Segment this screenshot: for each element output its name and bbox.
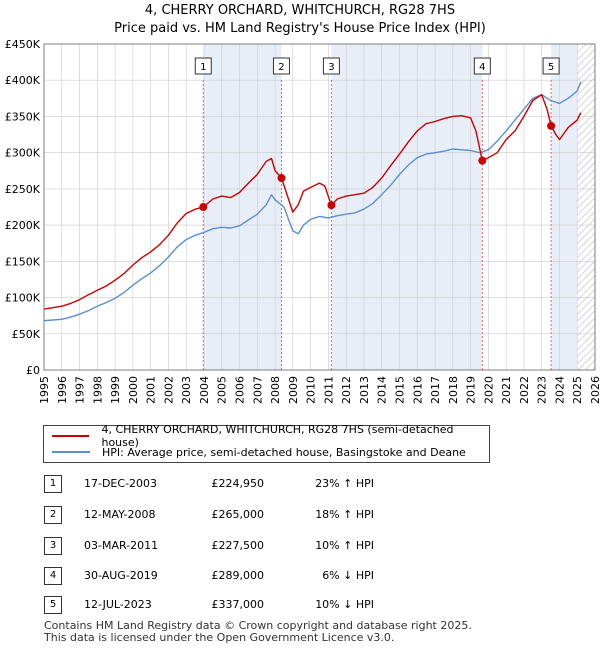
y-tick-label: £450K — [5, 38, 41, 51]
x-tick-label: 2010 — [305, 376, 318, 404]
transaction-number: 3 — [44, 537, 62, 555]
x-tick-label: 2002 — [162, 376, 175, 404]
transaction-number: 1 — [44, 475, 62, 493]
transaction-number: 4 — [44, 567, 62, 585]
sale-point-5 — [547, 121, 556, 130]
marker-box-3 — [322, 57, 340, 75]
transaction-date: 17-DEC-2003 — [84, 477, 158, 490]
sale-point-2 — [277, 174, 286, 183]
plot-background — [44, 44, 595, 370]
x-tick-label: 2021 — [500, 376, 513, 404]
sale-point-3 — [327, 201, 336, 210]
transaction-hpi: 10% ↓ HPI — [315, 598, 374, 611]
marker-box-2 — [272, 57, 290, 75]
legend-item-hpi: HPI: Average price, semi-detached house,… — [52, 444, 466, 460]
x-tick-label: 2006 — [234, 376, 247, 404]
x-tick-label: 1999 — [109, 376, 122, 404]
x-tick-label: 2018 — [447, 376, 460, 404]
footer-copyright: Contains HM Land Registry data © Crown c… — [44, 619, 472, 632]
marker-label-2: 2 — [278, 62, 284, 73]
legend-swatch-hpi — [52, 451, 90, 453]
x-tick-label: 2019 — [465, 376, 478, 404]
transaction-number: 2 — [44, 506, 62, 524]
transaction-price: £337,000 — [211, 598, 265, 611]
x-tick-label: 2014 — [376, 376, 389, 404]
marker-label-5: 5 — [548, 62, 554, 73]
transaction-date: 12-JUL-2023 — [84, 598, 152, 611]
x-tick-label: 2009 — [287, 376, 300, 404]
transaction-hpi: 6% ↓ HPI — [322, 569, 374, 582]
x-tick-label: 1995 — [38, 376, 51, 404]
transaction-hpi: 10% ↑ HPI — [315, 539, 374, 552]
transaction-hpi: 23% ↑ HPI — [315, 477, 374, 490]
title-line-1: 4, CHERRY ORCHARD, WHITCHURCH, RG28 7HS — [144, 3, 456, 18]
shaded-period — [331, 44, 483, 370]
sale-point-1 — [199, 203, 208, 212]
transaction-price: £227,500 — [211, 539, 265, 552]
x-tick-label: 2022 — [518, 376, 531, 404]
marker-label-3: 3 — [328, 62, 334, 73]
x-tick-label: 2005 — [216, 376, 229, 404]
y-tick-label: £0 — [26, 364, 40, 377]
sale-point-4 — [478, 156, 487, 165]
legend-swatch-property — [52, 435, 90, 437]
x-tick-label: 2012 — [340, 376, 353, 404]
transaction-date: 03-MAR-2011 — [84, 539, 159, 552]
transaction-hpi: 18% ↑ HPI — [315, 508, 374, 521]
transaction-price: £289,000 — [211, 569, 265, 582]
legend-item-property: 4, CHERRY ORCHARD, WHITCHURCH, RG28 7HS … — [52, 423, 489, 449]
price-chart: 1 2 3 4 5 £0 £50K £100K £150K £200K £250K £300K £35… — [5, 38, 600, 404]
marker-box-4 — [473, 57, 491, 75]
marker-box-1 — [194, 57, 212, 75]
legend-label-property: 4, CHERRY ORCHARD, WHITCHURCH, RG28 7HS … — [101, 423, 454, 449]
x-tick-label: 2020 — [482, 376, 495, 404]
shaded-period — [203, 44, 282, 370]
x-tick-label: 2013 — [358, 376, 371, 404]
x-tick-label: 2025 — [571, 376, 584, 404]
x-tick-label: 2008 — [269, 376, 282, 404]
legend: 4, CHERRY ORCHARD, WHITCHURCH, RG28 7HS … — [43, 423, 490, 463]
title-line-2: Price paid vs. HM Land Registry's House … — [114, 21, 486, 36]
plot-frame — [43, 43, 596, 371]
y-tick-label: £350K — [5, 110, 41, 123]
x-tick-label: 2004 — [198, 376, 211, 404]
y-tick-label: £400K — [5, 74, 41, 87]
y-tick-label: £100K — [5, 292, 41, 305]
x-tick-label: 2015 — [393, 376, 406, 404]
y-tick-label: £200K — [5, 219, 41, 232]
chart-title: 4, CHERRY ORCHARD, WHITCHURCH, RG28 7HS … — [0, 2, 600, 38]
x-tick-label: 2000 — [127, 376, 140, 404]
transaction-price: £265,000 — [211, 508, 265, 521]
footer: Contains HM Land Registry data © Crown c… — [44, 620, 472, 644]
y-tick-label: £250K — [5, 183, 41, 196]
x-tick-label: 2016 — [411, 376, 424, 404]
x-tick-label: 2023 — [536, 376, 549, 404]
x-tick-label: 1997 — [74, 376, 87, 404]
x-tick-label: 2007 — [251, 376, 264, 404]
marker-label-1: 1 — [200, 62, 206, 73]
transaction-date: 30-AUG-2019 — [84, 569, 158, 582]
property-price-line — [43, 93, 582, 310]
shaded-period — [551, 44, 578, 370]
hpi-line — [43, 81, 582, 322]
legend-label-hpi: HPI: Average price, semi-detached house,… — [102, 445, 466, 459]
x-tick-label: 1996 — [56, 376, 69, 404]
y-tick-label: £300K — [5, 147, 41, 160]
x-tick-label: 2026 — [589, 376, 600, 404]
x-tick-label: 2003 — [180, 376, 193, 404]
marker-box-5 — [542, 57, 560, 75]
transaction-price: £224,950 — [211, 477, 265, 490]
y-tick-label: £150K — [5, 255, 41, 268]
footer-license: This data is licensed under the Open Gov… — [44, 631, 395, 644]
y-tick-label: £50K — [12, 328, 41, 341]
hatched-future-area — [577, 44, 595, 370]
transaction-date: 12-MAY-2008 — [84, 508, 156, 521]
x-tick-label: 2001 — [145, 376, 158, 404]
x-tick-label: 2024 — [553, 376, 566, 404]
x-tick-label: 1998 — [91, 376, 104, 404]
x-tick-label: 2011 — [322, 376, 335, 404]
x-tick-label: 2017 — [429, 376, 442, 404]
transaction-number: 5 — [44, 596, 62, 614]
marker-label-4: 4 — [479, 62, 485, 73]
